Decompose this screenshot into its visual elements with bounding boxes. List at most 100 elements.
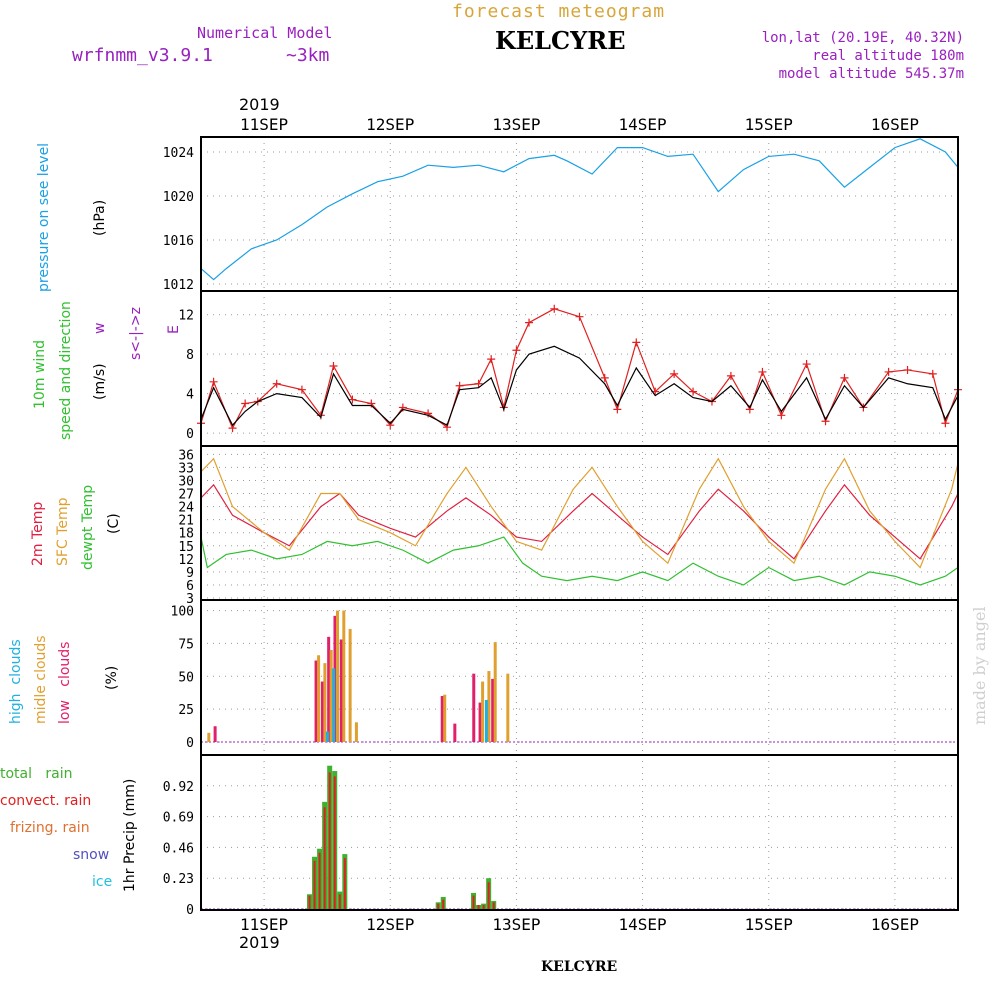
x-tick-label-bottom: 12SEP: [366, 915, 414, 934]
y-tick-label: 1012: [163, 278, 194, 293]
bar-low-clouds: [472, 673, 476, 742]
bar-low-clouds: [491, 678, 495, 742]
y-tick-label: 0.92: [163, 780, 194, 795]
y-tick-label: 12: [178, 553, 194, 568]
y-tick-label: 0.23: [163, 872, 194, 887]
y-tick-label: 1020: [163, 190, 194, 205]
wind-marker: [512, 346, 521, 355]
bar-midle-clouds: [506, 673, 510, 742]
x-tick-label-top: 15SEP: [745, 115, 793, 134]
bar-convect-rain: [492, 902, 495, 909]
series-line-model: [200, 345, 959, 427]
y-tick-label: 33: [178, 461, 194, 476]
wind-marker: [928, 369, 937, 378]
wind-marker: [297, 385, 306, 394]
wind-marker: [903, 365, 912, 374]
bar-convect-rain: [442, 899, 445, 909]
bar-midle-clouds: [487, 671, 491, 742]
bar-midle-clouds: [348, 628, 352, 742]
panel-precip: 0 0.23 0.46 0.69 0.92: [163, 754, 959, 918]
wind-marker: [329, 362, 338, 371]
snow-label: snow: [73, 847, 110, 863]
model-name: wrfnmm_v3.9.1: [72, 45, 213, 66]
y-tick-label: 0.69: [163, 811, 194, 826]
y-tick-label: 50: [178, 670, 194, 685]
y-tick-label: 4: [186, 388, 194, 403]
y-tick-label: 8: [186, 348, 194, 363]
panel-frame: [200, 136, 959, 292]
y-tick-label: 0.46: [163, 841, 194, 856]
y-tick-label: 0: [186, 736, 194, 751]
x-tick-label-bottom: 15SEP: [745, 915, 793, 934]
year-label-bottom: 2019: [239, 933, 280, 952]
bar-convect-rain: [323, 807, 326, 909]
y-tick-label: 0: [186, 903, 194, 918]
location-title: KELCYRE: [495, 26, 626, 55]
wind-marker: [884, 367, 893, 376]
x-tick-label-bottom: 13SEP: [492, 915, 540, 934]
wind-marker: [241, 399, 250, 408]
series-line-sfc-temp: [200, 457, 959, 569]
wind-marker: [758, 367, 767, 376]
y-tick-label: 75: [178, 637, 194, 652]
y-tick-label: 36: [178, 448, 194, 463]
bar-midle-clouds: [317, 655, 321, 742]
y-tick-label: 25: [178, 703, 194, 718]
y-tick-label: 27: [178, 488, 194, 503]
x-tick-label-top: 16SEP: [871, 115, 919, 134]
wind-marker: [550, 304, 559, 313]
wind-marker: [726, 371, 735, 380]
y-tick-label: 6: [186, 579, 194, 594]
bar-convect-rain: [482, 904, 485, 909]
wind-marker: [474, 379, 483, 388]
wind-marker: [613, 405, 622, 414]
y-tick-label: 18: [178, 527, 194, 542]
y-tick-label: 0: [186, 427, 194, 442]
panel-pressure: 1012 1016 1020 1024: [163, 136, 959, 293]
bar-low-clouds: [320, 681, 324, 742]
model-resolution: ~3km: [286, 45, 330, 66]
bar-low-clouds: [440, 696, 444, 742]
model-altitude: model altitude 545.37m: [778, 66, 964, 82]
bar-convect-rain: [338, 894, 341, 909]
x-tick-label-top: 11SEP: [240, 115, 288, 134]
frizing-rain-label: frizing. rain: [10, 820, 90, 836]
panel-clouds: 0 25 50 75 100: [171, 599, 959, 756]
x-tick-label-top: 13SEP: [492, 115, 540, 134]
bar-convect-rain: [343, 858, 346, 909]
y-tick-label: 1024: [163, 146, 194, 161]
bar-midle-clouds: [342, 610, 346, 742]
bar-convect-rain: [472, 895, 475, 909]
wind-marker: [802, 360, 811, 369]
y-tick-label: 15: [178, 540, 194, 555]
wind-marker: [348, 395, 357, 404]
chart-title: forecast meteogram: [452, 1, 666, 22]
bar-high-clouds: [484, 699, 488, 742]
year-label-top: 2019: [239, 95, 280, 114]
bar-midle-clouds: [329, 650, 333, 742]
bar-convect-rain: [308, 895, 311, 909]
wind-marker: [777, 411, 786, 420]
bar-midle-clouds: [493, 642, 497, 742]
bar-high-clouds: [325, 731, 329, 742]
bar-low-clouds: [478, 702, 482, 742]
bar-midle-clouds: [323, 663, 327, 742]
bar-low-clouds: [339, 639, 343, 742]
bar-convect-rain: [318, 852, 321, 909]
wind-marker: [455, 381, 464, 390]
wind-marker: [941, 419, 950, 428]
y-tick-label: 21: [178, 514, 194, 529]
x-tick-label-top: 14SEP: [618, 115, 666, 134]
total-rain-label: total rain: [0, 766, 73, 782]
wind-marker: [487, 355, 496, 364]
wind-marker: [209, 377, 218, 386]
y-tick-label: 24: [178, 501, 194, 516]
y-tick-label: 1016: [163, 234, 194, 249]
wind-marker: [670, 369, 679, 378]
bar-low-clouds: [314, 660, 318, 742]
bar-midle-clouds: [335, 610, 339, 742]
bottom-location: KELCYRE: [541, 959, 618, 975]
panel-frame: [200, 445, 959, 601]
